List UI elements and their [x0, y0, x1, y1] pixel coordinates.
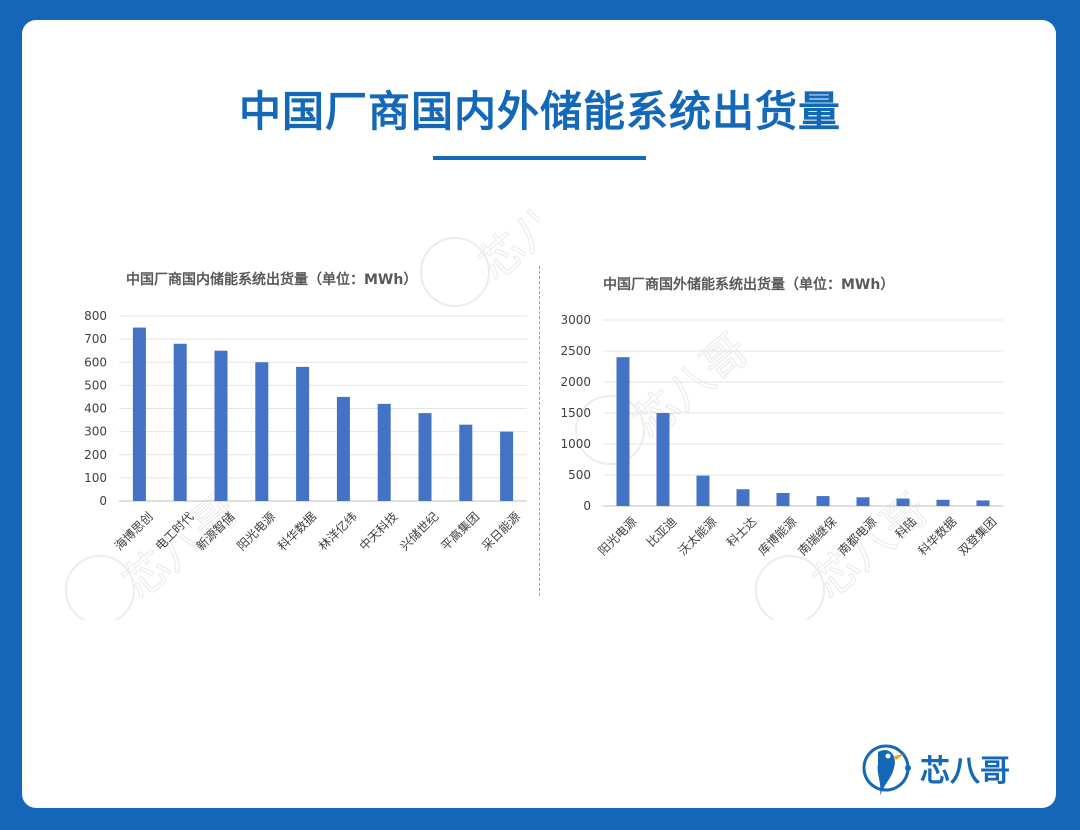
- bar: [936, 499, 950, 506]
- x-tick-label: 双登集团: [955, 514, 1000, 559]
- y-tick-label: 1500: [560, 406, 591, 420]
- title-underline: [433, 156, 646, 160]
- y-tick-label: 400: [84, 402, 107, 416]
- y-tick-label: 600: [84, 355, 107, 369]
- chart-title: 中国厂商国内储能系统出货量（单位：MWh）: [126, 271, 417, 288]
- x-tick-label: 科士达: [724, 514, 759, 549]
- bar: [173, 343, 187, 501]
- bar: [255, 362, 269, 501]
- bar: [214, 350, 228, 501]
- bird-logo-icon: [862, 744, 911, 796]
- bar: [856, 497, 870, 506]
- bar: [656, 413, 670, 506]
- bar: [459, 424, 473, 501]
- y-tick-label: 800: [84, 309, 107, 323]
- bar: [896, 498, 910, 506]
- domestic-shipment-chart: 芯八哥芯八哥中国厂商国内储能系统出货量（单位：MWh）0100200300400…: [65, 166, 540, 620]
- bar: [296, 366, 310, 501]
- bar: [377, 403, 391, 501]
- brand-logo: 芯八哥: [858, 738, 1038, 802]
- svg-text:芯八哥: 芯八哥: [624, 325, 758, 449]
- bar: [132, 327, 146, 501]
- x-tick-label: 阳光电源: [595, 514, 639, 558]
- y-tick-label: 3000: [560, 313, 591, 327]
- y-tick-label: 300: [84, 425, 107, 439]
- x-tick-label: 比亚迪: [644, 514, 679, 549]
- bar: [736, 489, 750, 506]
- bar: [696, 475, 710, 506]
- bar: [816, 496, 830, 506]
- bar: [418, 413, 432, 501]
- bar: [616, 357, 630, 506]
- y-tick-label: 2500: [560, 344, 591, 358]
- chart-divider: [539, 266, 540, 596]
- y-tick-label: 700: [84, 332, 107, 346]
- chart-title: 中国厂商国外储能系统出货量（单位：MWh）: [603, 276, 894, 293]
- bar: [976, 500, 990, 506]
- y-tick-label: 0: [99, 494, 107, 508]
- y-tick-label: 0: [583, 499, 591, 513]
- y-tick-label: 2000: [560, 375, 591, 389]
- bar: [336, 396, 350, 501]
- x-tick-label: 沃太能源: [675, 514, 720, 559]
- y-tick-label: 200: [84, 448, 107, 462]
- y-tick-label: 500: [568, 468, 591, 482]
- y-tick-label: 500: [84, 378, 107, 392]
- x-tick-label: 库博能源: [755, 514, 800, 559]
- brand-name: 芯八哥: [920, 754, 1010, 789]
- page-title: 中国厂商国内外储能系统出货量: [238, 87, 841, 136]
- bar: [776, 492, 790, 506]
- y-tick-label: 100: [84, 471, 107, 485]
- bar: [500, 431, 514, 501]
- y-tick-label: 1000: [560, 437, 591, 451]
